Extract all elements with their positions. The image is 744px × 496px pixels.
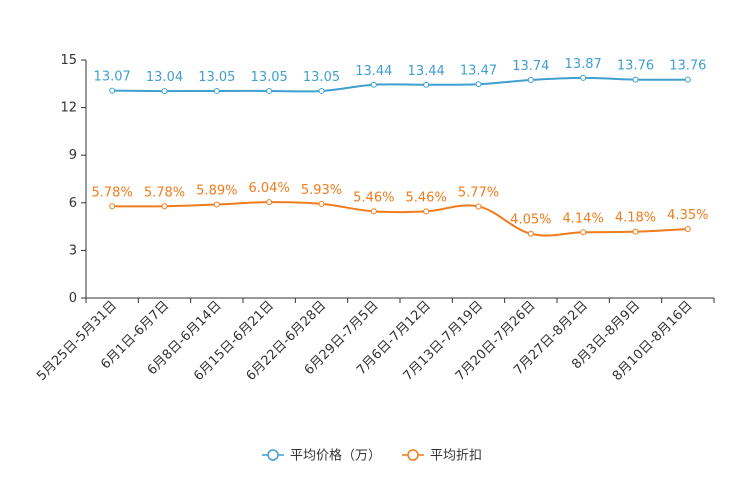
data-label: 4.35%: [667, 208, 708, 223]
data-point[interactable]: [109, 203, 116, 210]
data-point[interactable]: [423, 208, 430, 215]
data-point[interactable]: [475, 203, 482, 210]
data-label: 5.93%: [301, 183, 342, 198]
data-label: 13.44: [408, 64, 445, 79]
data-point[interactable]: [213, 87, 220, 94]
data-point[interactable]: [527, 230, 534, 237]
data-label: 4.14%: [563, 211, 604, 226]
y-tick-label: 0: [69, 291, 77, 306]
y-tick-label: 6: [69, 196, 77, 211]
data-label: 13.74: [512, 59, 549, 74]
data-point[interactable]: [161, 203, 168, 210]
data-point[interactable]: [266, 199, 273, 206]
data-point[interactable]: [266, 87, 273, 94]
data-label: 13.05: [251, 70, 288, 85]
data-point[interactable]: [632, 228, 639, 235]
series-line: [112, 76, 688, 93]
chart-legend[interactable]: 平均价格（万） 平均折扣: [262, 448, 482, 464]
chart-axes: 036912155月25日-5月31日6月1日-6月7日6月8日-6月14日6月…: [34, 53, 715, 384]
legend-label: 平均价格（万）: [290, 448, 381, 464]
y-tick-label: 15: [60, 53, 77, 68]
data-point[interactable]: [527, 76, 534, 83]
legend-item-2[interactable]: 平均折扣: [402, 449, 482, 464]
data-label: 4.18%: [615, 211, 656, 226]
series-1: 13.07 13.04 13.05 13.05 13.05 13.44 13.44 13.47…: [94, 57, 706, 95]
data-label: 13.76: [617, 59, 654, 74]
series-2: 5.78% 5.78% 5.89% 6.04% 5.93% 5.46% 5.46% 5.77%…: [92, 181, 708, 237]
legend-item-1[interactable]: 平均价格（万）: [262, 448, 381, 464]
data-label: 13.05: [198, 70, 235, 85]
data-label: 13.07: [94, 70, 131, 85]
legend-marker-icon: [267, 449, 279, 461]
data-point[interactable]: [684, 76, 691, 83]
data-label: 13.04: [146, 70, 183, 85]
data-point[interactable]: [161, 88, 168, 95]
data-point[interactable]: [684, 225, 691, 232]
data-point[interactable]: [370, 81, 377, 88]
data-point[interactable]: [475, 81, 482, 88]
y-tick-label: 12: [60, 101, 77, 116]
data-label: 6.04%: [249, 181, 290, 196]
data-label: 5.78%: [92, 185, 133, 200]
data-label: 13.47: [460, 63, 497, 78]
data-label: 13.05: [303, 70, 340, 85]
data-label: 5.77%: [458, 185, 499, 200]
y-tick-label: 3: [69, 243, 77, 258]
data-label: 13.44: [355, 64, 392, 79]
data-label: 13.87: [565, 57, 602, 72]
data-label: 4.05%: [510, 213, 551, 228]
data-point[interactable]: [318, 200, 325, 207]
data-point[interactable]: [370, 208, 377, 215]
series-line: [112, 201, 688, 237]
legend-label: 平均折扣: [430, 449, 482, 464]
data-label: 5.46%: [353, 190, 394, 205]
data-label: 5.46%: [406, 190, 447, 205]
legend-marker-icon: [407, 449, 419, 461]
data-point[interactable]: [423, 81, 430, 88]
data-point[interactable]: [632, 76, 639, 83]
data-point[interactable]: [580, 74, 587, 81]
data-point[interactable]: [318, 87, 325, 94]
data-point[interactable]: [213, 201, 220, 208]
y-tick-label: 9: [69, 148, 77, 163]
data-label: 5.78%: [144, 185, 185, 200]
data-point[interactable]: [580, 229, 587, 236]
data-label: 13.76: [669, 59, 706, 74]
chart-series: 13.07 13.04 13.05 13.05 13.05 13.44 13.44 13.47…: [92, 57, 708, 237]
data-label: 5.89%: [196, 184, 237, 199]
data-point[interactable]: [109, 87, 116, 94]
